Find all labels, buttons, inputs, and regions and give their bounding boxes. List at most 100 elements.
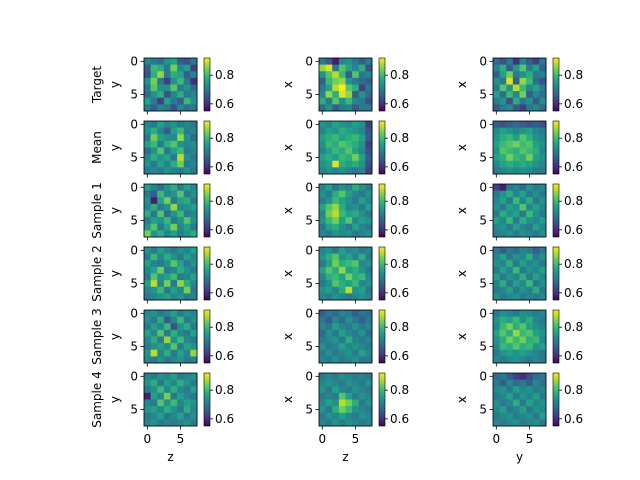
- heatmap-cell: [183, 373, 191, 381]
- heatmap-cell: [170, 58, 178, 66]
- heatmap-cell: [526, 210, 534, 218]
- heatmap-cell: [506, 379, 514, 387]
- heatmap-cell: [150, 379, 158, 387]
- colorbar: [203, 309, 211, 364]
- heatmap-cell: [512, 223, 520, 231]
- heatmap-cell: [532, 266, 540, 274]
- heatmap-cell: [519, 336, 527, 344]
- heatmap-cell: [519, 160, 527, 168]
- heatmap-cell: [319, 349, 327, 357]
- heatmap-cell: [144, 210, 152, 218]
- heatmap-cell: [358, 160, 366, 168]
- heatmap-cell: [163, 336, 171, 344]
- heatmap-cell: [526, 160, 534, 168]
- heatmap-cell: [319, 134, 327, 142]
- heatmap-cell: [345, 217, 353, 225]
- heatmap-cell: [512, 349, 520, 357]
- heatmap-cell: [526, 167, 534, 175]
- heatmap-cell: [157, 280, 165, 288]
- heatmap-cell: [506, 223, 514, 231]
- heatmap-cell: [345, 329, 353, 337]
- colorbar-tick-label: 0.8: [215, 131, 234, 145]
- heatmap-cell: [325, 104, 333, 112]
- heatmap-cell: [150, 190, 158, 198]
- heatmap-cell: [144, 134, 152, 142]
- heatmap-cell: [539, 316, 547, 324]
- heatmap-cell: [526, 121, 534, 129]
- heatmap-cell: [325, 184, 333, 192]
- heatmap-cell: [365, 127, 373, 135]
- heatmap-cell: [150, 273, 158, 281]
- heatmap-cell: [190, 386, 198, 394]
- heatmap-cell: [499, 399, 507, 407]
- heatmap-cell: [183, 349, 191, 357]
- heatmap-cell: [526, 343, 534, 351]
- heatmap-cell: [332, 379, 340, 387]
- heatmap-cell: [332, 184, 340, 192]
- panel-frame: [143, 372, 198, 427]
- heatmap-cell: [512, 373, 520, 381]
- colorbar-tick-label: 0.6: [390, 349, 409, 363]
- heatmap-cell: [144, 160, 152, 168]
- heatmap-cell: [190, 412, 198, 420]
- heatmap-cell: [170, 419, 178, 427]
- heatmap-cell: [499, 293, 507, 301]
- heatmap-cell: [512, 343, 520, 351]
- heatmap-cell: [539, 253, 547, 261]
- heatmap-panel-r0-c2: 0 5 x 0.6 0.8: [455, 54, 583, 115]
- heatmap-cell: [526, 77, 534, 85]
- heatmap-cell: [177, 140, 185, 148]
- heatmap-cell: [526, 310, 534, 318]
- heatmap-cell: [493, 379, 501, 387]
- heatmap-cell: [358, 134, 366, 142]
- y-tick-label: 0: [305, 369, 313, 383]
- heatmap-cell: [144, 127, 152, 135]
- heatmap-cell: [499, 329, 507, 337]
- heatmap-cell: [170, 190, 178, 198]
- heatmap-cell: [183, 356, 191, 364]
- heatmap-cell: [512, 217, 520, 225]
- y-tick-label: 5: [305, 402, 313, 416]
- heatmap-cell: [499, 260, 507, 268]
- colorbar: [552, 309, 560, 364]
- heatmap-cell: [170, 323, 178, 331]
- heatmap-cell: [170, 253, 178, 261]
- heatmap-cell: [177, 210, 185, 218]
- heatmap-cell: [150, 64, 158, 72]
- heatmap-cell: [338, 412, 346, 420]
- heatmap-cell: [150, 160, 158, 168]
- heatmap-cell: [493, 373, 501, 381]
- heatmap-cell: [519, 399, 527, 407]
- heatmap-cell: [144, 217, 152, 225]
- heatmap-cell: [358, 323, 366, 331]
- heatmap-cell: [506, 273, 514, 281]
- heatmap-cell: [338, 386, 346, 394]
- heatmap-cell: [493, 349, 501, 357]
- heatmap-cell: [183, 127, 191, 135]
- heatmap-cell: [499, 392, 507, 400]
- heatmap-cell: [190, 379, 198, 387]
- heatmap-cell: [183, 343, 191, 351]
- heatmap-cell: [157, 273, 165, 281]
- panel-frame: [492, 183, 547, 238]
- heatmap-cell: [157, 91, 165, 99]
- heatmap-cell: [177, 266, 185, 274]
- heatmap-cell: [512, 58, 520, 66]
- heatmap-cell: [177, 293, 185, 301]
- heatmap-cell: [157, 260, 165, 268]
- heatmap-cell: [177, 184, 185, 192]
- heatmap-cell: [499, 121, 507, 129]
- heatmap-cell: [512, 184, 520, 192]
- heatmap-cell: [183, 323, 191, 331]
- heatmap-cell: [532, 64, 540, 72]
- heatmap-cell: [519, 71, 527, 79]
- heatmap-cell: [325, 343, 333, 351]
- heatmap-cell: [532, 134, 540, 142]
- heatmap-cell: [150, 310, 158, 318]
- heatmap-cell: [144, 167, 152, 175]
- y-axis-label: x: [455, 333, 469, 340]
- heatmap-cell: [352, 280, 360, 288]
- heatmap-cell: [163, 147, 171, 155]
- y-axis-label: x: [455, 81, 469, 88]
- heatmap-cell: [506, 140, 514, 148]
